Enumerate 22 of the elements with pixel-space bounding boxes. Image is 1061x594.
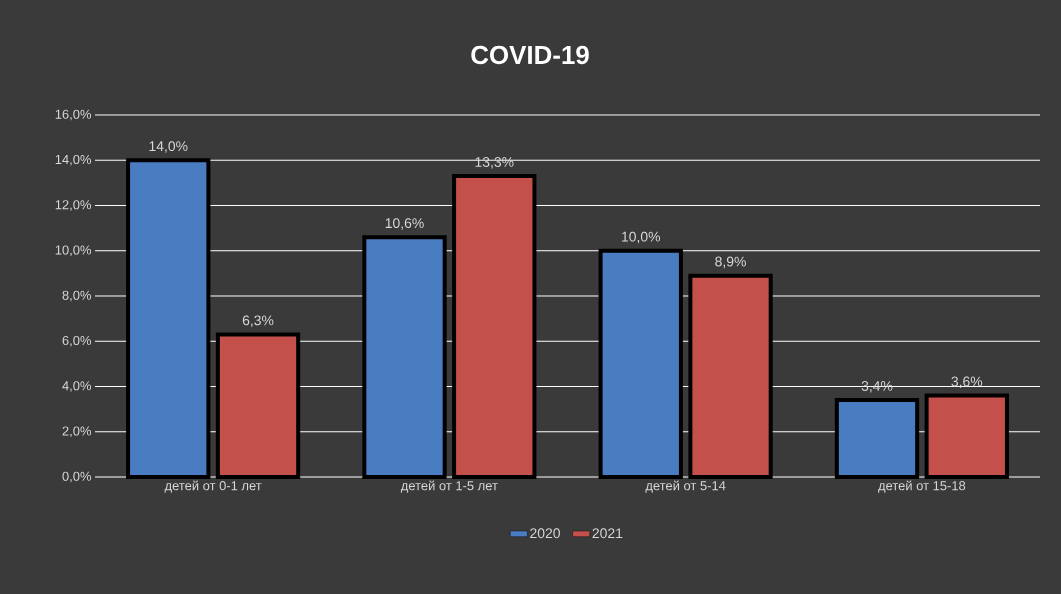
chart-title: COVID-19 (471, 45, 589, 65)
legend-label: 2020 (530, 528, 560, 539)
y-tick-label: 4,0% (62, 381, 92, 392)
x-tick-label: детей от 15-18 (878, 480, 966, 493)
data-label: 10,0% (622, 231, 661, 244)
data-label: 6,3% (242, 315, 274, 327)
y-tick-label: 8,0% (62, 290, 92, 302)
y-tick-label: 2,0% (62, 426, 92, 438)
data-label: 14,0% (149, 141, 188, 153)
legend-label: 2021 (592, 528, 623, 539)
x-tick-label: детей от 1-5 лет (400, 480, 498, 493)
data-label: 3,6% (951, 376, 983, 389)
y-tick-label: 10,0% (55, 245, 92, 257)
y-tick-label: 0,0% (62, 471, 92, 483)
y-tick-label: 16,0% (55, 109, 92, 121)
data-label: 10,6% (385, 218, 424, 230)
y-tick-label: 14,0% (55, 154, 92, 166)
y-tick-label: 6,0% (62, 335, 92, 347)
x-tick-label: детей от 5-14 (645, 480, 726, 493)
data-label: 8,9% (715, 256, 746, 269)
x-tick-label: детей от 0-1 лет (164, 480, 262, 493)
y-tick-label: 12,0% (55, 200, 92, 211)
